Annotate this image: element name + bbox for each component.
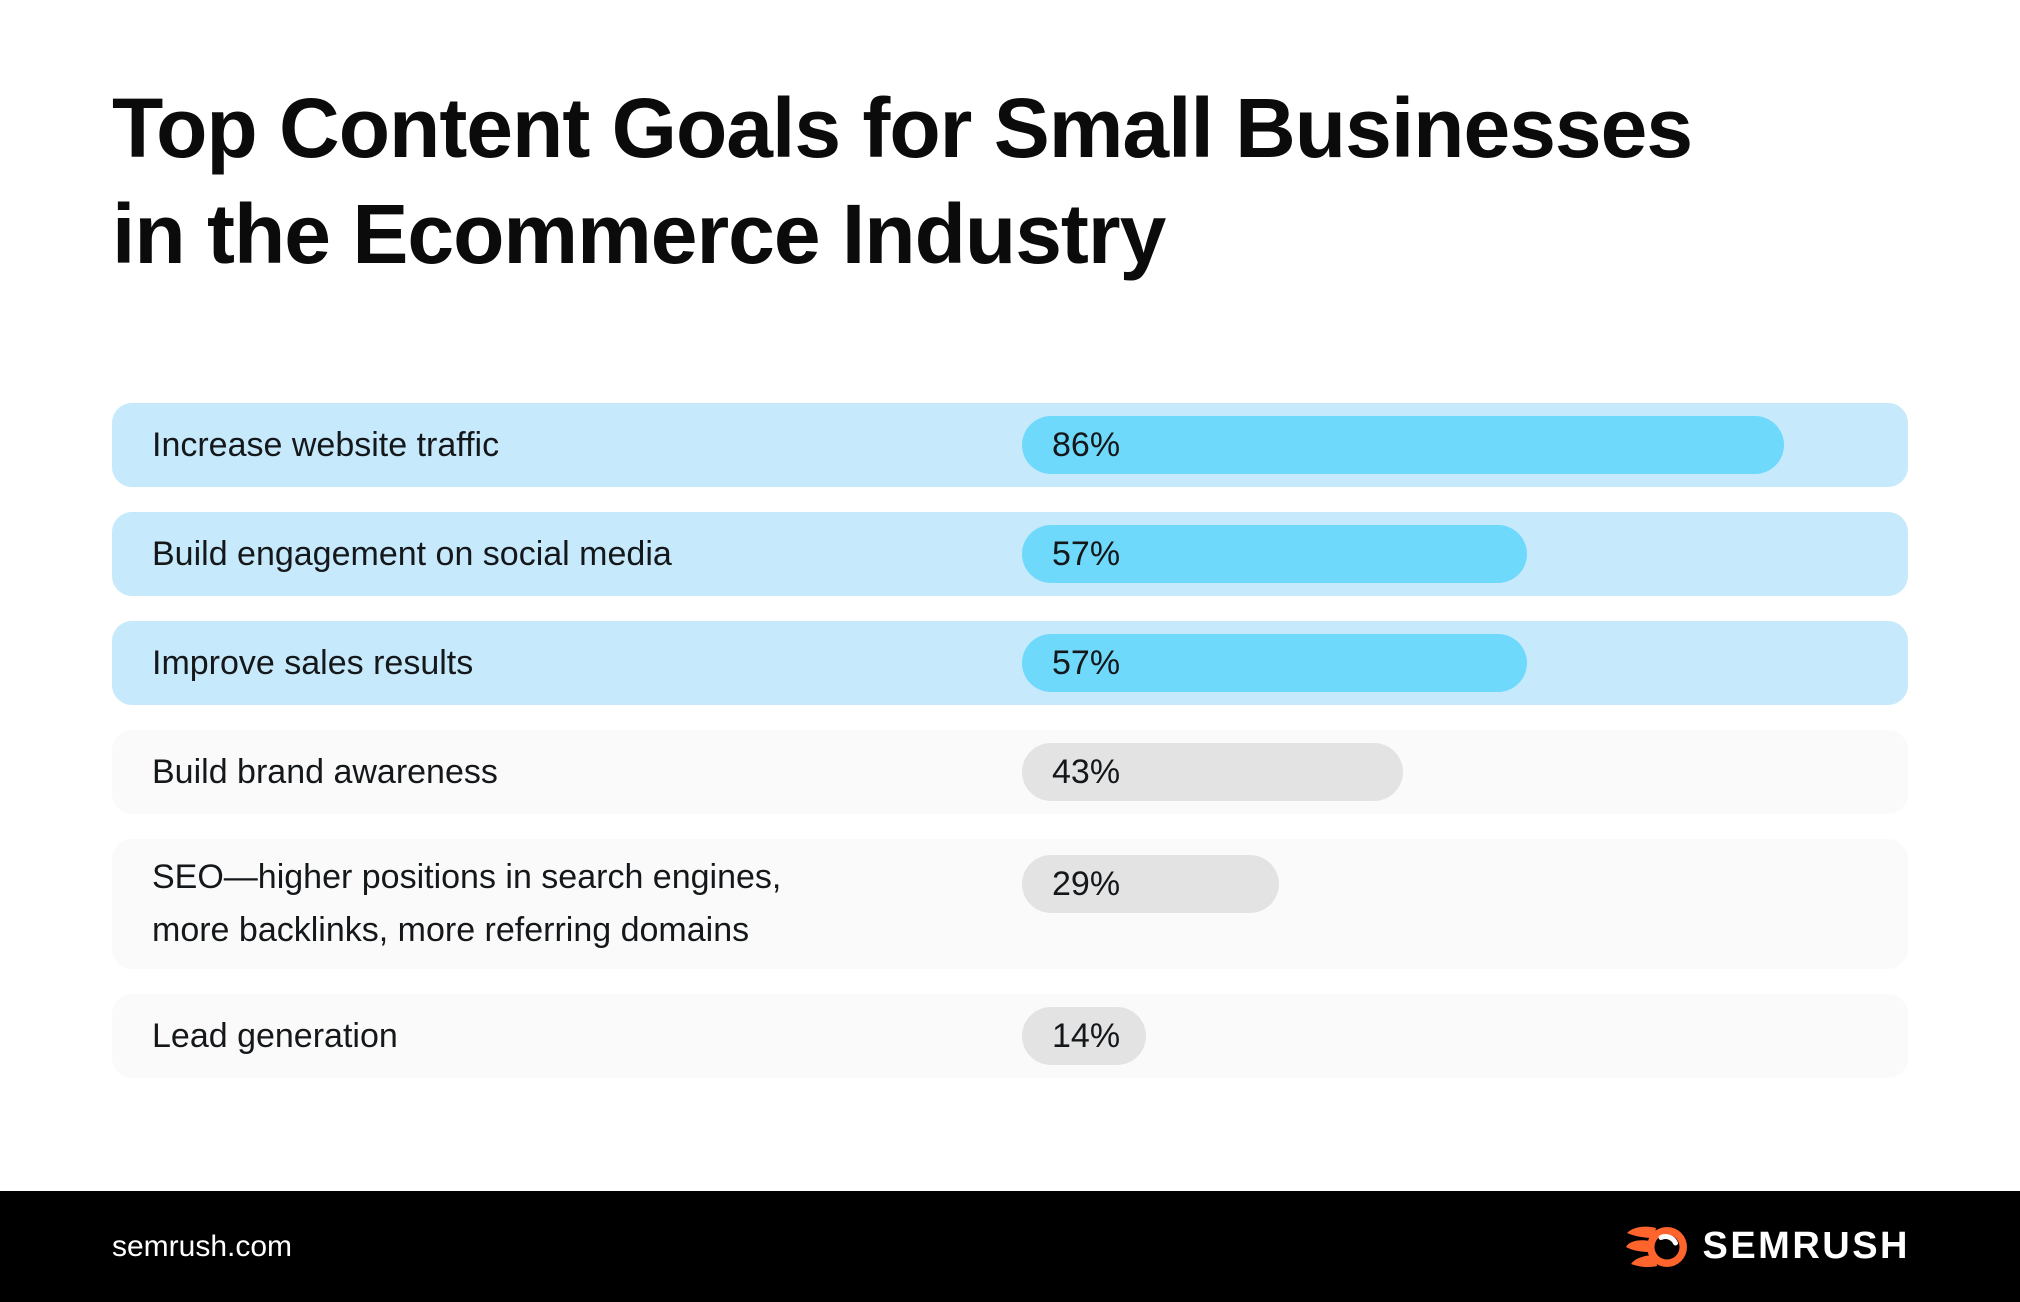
semrush-logo: SEMRUSH	[1626, 1224, 1910, 1270]
row-label: Increase website traffic	[152, 425, 500, 464]
value-label: 14%	[1052, 1016, 1121, 1055]
value-label: 43%	[1052, 752, 1121, 791]
page-title: Top Content Goals for Small Businesses in…	[112, 76, 1693, 288]
bar-zone: 86%	[1022, 403, 1908, 487]
chart-row: Increase website traffic 86%	[112, 403, 1908, 487]
row-label: Build engagement on social media	[152, 534, 672, 573]
value-bar: 43%	[1022, 743, 1403, 801]
bar-zone: 14%	[1022, 994, 1908, 1078]
value-bar: 86%	[1022, 416, 1784, 474]
row-label: Improve sales results	[152, 643, 474, 682]
semrush-wordmark: SEMRUSH	[1702, 1225, 1910, 1267]
semrush-flame-icon	[1626, 1226, 1688, 1267]
page-title-line1: Top Content Goals for Small Businesses	[112, 81, 1693, 175]
bar-zone: 57%	[1022, 621, 1908, 705]
page-title-line2: in the Ecommerce Industry	[112, 186, 1166, 281]
chart-row: Improve sales results 57%	[112, 621, 1908, 705]
bar-chart: Increase website traffic 86% Build engag…	[112, 403, 1908, 1078]
row-label: Lead generation	[152, 1016, 398, 1055]
row-label: Build brand awareness	[152, 752, 498, 791]
chart-row: Build brand awareness 43%	[112, 730, 1908, 814]
value-bar: 14%	[1022, 1007, 1147, 1065]
value-bar: 29%	[1022, 855, 1279, 913]
chart-row: Build engagement on social media 57%	[112, 512, 1908, 596]
row-label: SEO—higher positions in search engines, …	[152, 858, 782, 949]
value-label: 29%	[1052, 864, 1121, 903]
chart-row: Lead generation 14%	[112, 994, 1908, 1078]
bar-zone: 57%	[1022, 512, 1908, 596]
value-bar: 57%	[1022, 634, 1528, 692]
footer: semrush.com SEMRUSH	[0, 1191, 2020, 1302]
value-label: 57%	[1052, 534, 1121, 573]
chart-row: SEO—higher positions in search engines, …	[112, 839, 1908, 969]
value-label: 57%	[1052, 643, 1121, 682]
value-label: 86%	[1052, 425, 1121, 464]
value-bar: 57%	[1022, 525, 1528, 583]
website-url: semrush.com	[112, 1229, 293, 1263]
bar-zone: 29%	[1022, 855, 1908, 913]
bar-zone: 43%	[1022, 730, 1908, 814]
